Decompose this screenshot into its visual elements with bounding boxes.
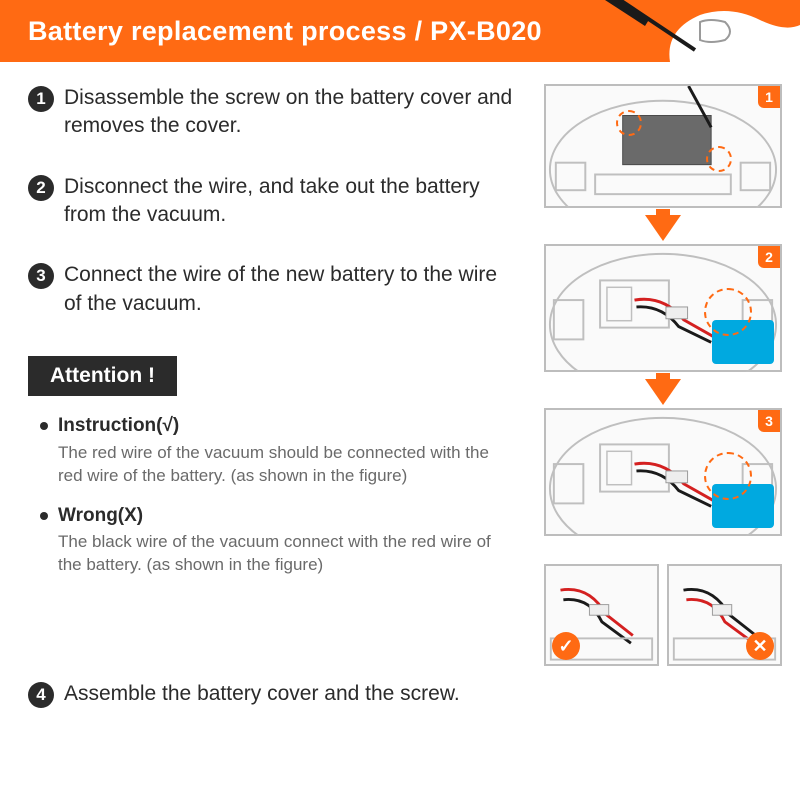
- diagram-step-1: 1: [544, 84, 782, 208]
- diagram-step-3: 3: [544, 408, 782, 536]
- step-text: Disconnect the wire, and take out the ba…: [64, 173, 518, 230]
- arrow-down-icon: [645, 209, 681, 243]
- highlight-circle-icon: [704, 288, 752, 336]
- arrow-down-icon: [645, 373, 681, 407]
- attention-item-body: The black wire of the vacuum connect wit…: [58, 531, 518, 577]
- screwdriver-hand-icon: [550, 0, 800, 62]
- attention-item-title: Instruction(√): [58, 414, 518, 439]
- wrong-badge-icon: ✕: [746, 632, 774, 660]
- header-bar: Battery replacement process / PX-B020: [0, 0, 800, 62]
- comparison-row: ✓ ✕: [544, 564, 782, 666]
- content-area: 1 Disassemble the screw on the battery c…: [0, 62, 800, 666]
- instructions-column: 1 Disassemble the screw on the battery c…: [28, 84, 533, 666]
- bullet-icon: [40, 422, 48, 430]
- bullet-icon: [40, 512, 48, 520]
- page-title: Battery replacement process / PX-B020: [28, 16, 542, 47]
- step-text: Connect the wire of the new battery to t…: [64, 261, 518, 318]
- step-text: Disassemble the screw on the battery cov…: [64, 84, 518, 141]
- attention-item-body: The red wire of the vacuum should be con…: [58, 442, 518, 488]
- vacuum-bottom-schematic-icon: [546, 86, 780, 208]
- step-number-badge: 1: [28, 86, 54, 112]
- diagrams-column: 1 2: [533, 84, 793, 666]
- diagram-correct: ✓: [544, 564, 659, 666]
- step-3: 3 Connect the wire of the new battery to…: [28, 261, 518, 318]
- attention-heading: Attention !: [28, 356, 177, 396]
- highlight-circle-icon: [616, 110, 642, 136]
- step-4: 4 Assemble the battery cover and the scr…: [0, 680, 800, 708]
- step-1: 1 Disassemble the screw on the battery c…: [28, 84, 518, 141]
- diagram-step-2: 2: [544, 244, 782, 372]
- correct-badge-icon: ✓: [552, 632, 580, 660]
- step-number-badge: 3: [28, 263, 54, 289]
- highlight-circle-icon: [706, 146, 732, 172]
- step-number-badge: 4: [28, 682, 54, 708]
- diagram-wrong: ✕: [667, 564, 782, 666]
- attention-item-wrong: Wrong(X) The black wire of the vacuum co…: [28, 504, 518, 578]
- step-number-badge: 2: [28, 175, 54, 201]
- attention-item-correct: Instruction(√) The red wire of the vacuu…: [28, 414, 518, 488]
- step-2: 2 Disconnect the wire, and take out the …: [28, 173, 518, 230]
- attention-item-title: Wrong(X): [58, 504, 518, 529]
- step-text: Assemble the battery cover and the screw…: [64, 680, 460, 708]
- highlight-circle-icon: [704, 452, 752, 500]
